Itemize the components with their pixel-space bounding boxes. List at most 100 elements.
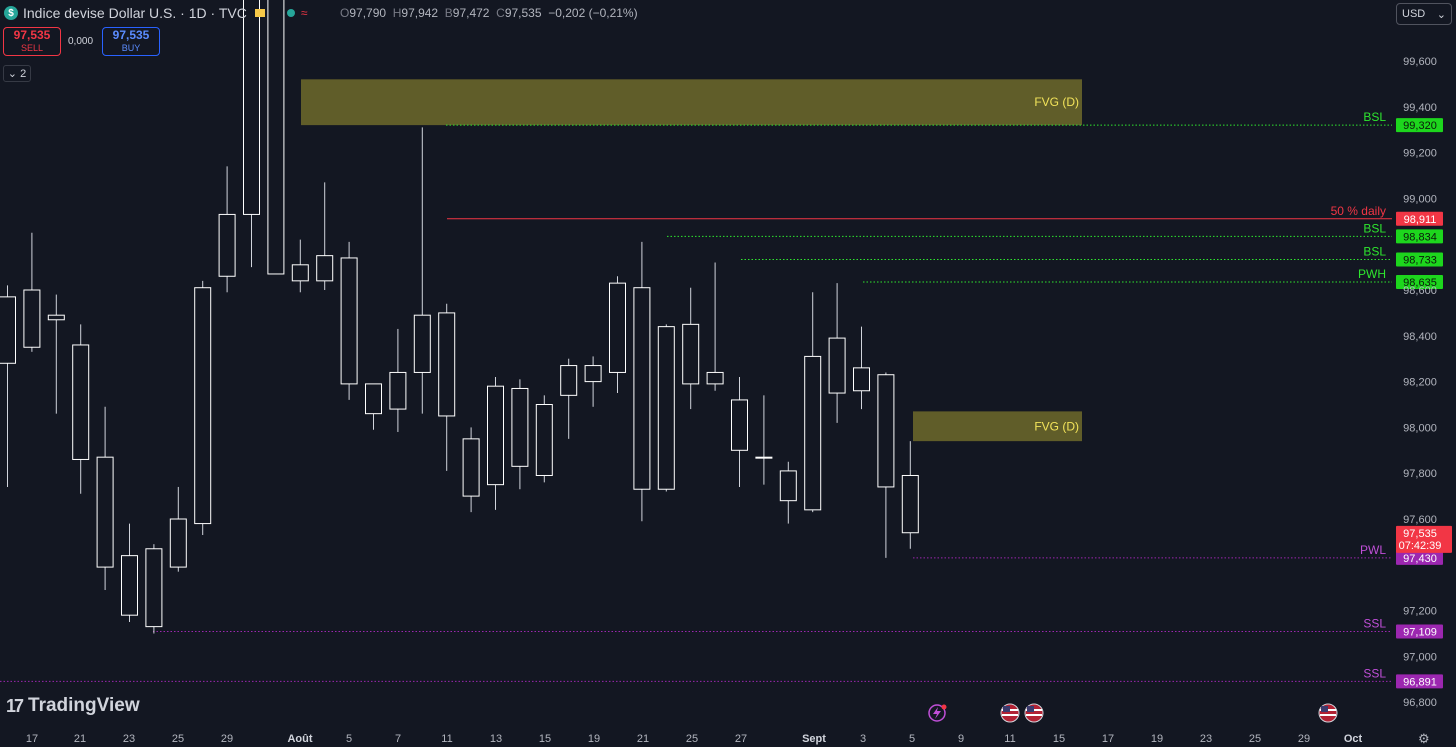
candle[interactable] — [389, 328, 407, 432]
candle[interactable] — [23, 232, 41, 352]
symbol-title[interactable]: Indice devise Dollar U.S. · 1D · TVC — [23, 5, 247, 21]
tradingview-mark-icon: 17 — [6, 695, 24, 716]
candle-body — [706, 371, 724, 385]
wave-icon[interactable]: ≈ — [300, 6, 308, 20]
candle[interactable] — [511, 379, 529, 490]
y-axis-tick: 97,800 — [1403, 468, 1437, 480]
candle[interactable] — [901, 441, 919, 549]
candle[interactable] — [633, 241, 651, 522]
symbol-header[interactable]: $ Indice devise Dollar U.S. · 1D · TVC ≈ — [4, 4, 307, 22]
candle[interactable] — [340, 241, 358, 400]
candle[interactable] — [413, 127, 431, 414]
candle[interactable] — [828, 283, 846, 423]
us-flag-event-icon[interactable] — [1024, 703, 1044, 723]
y-axis-tick: 96,800 — [1403, 697, 1437, 709]
candle[interactable] — [487, 377, 504, 510]
y-axis-tick: 97,600 — [1403, 514, 1437, 526]
fvg-zone[interactable] — [913, 411, 1082, 442]
level-label: BSL — [1363, 245, 1386, 259]
candle[interactable] — [365, 383, 382, 430]
y-axis-tick: 98,000 — [1403, 422, 1437, 434]
candle[interactable] — [755, 395, 773, 485]
price-tag — [1396, 550, 1443, 565]
x-axis-tick: 3 — [860, 733, 866, 745]
fvg-zone-label: FVG (D) — [1034, 419, 1079, 433]
candle[interactable] — [267, 0, 285, 275]
candle[interactable] — [609, 276, 626, 394]
candle[interactable] — [560, 358, 578, 439]
candle[interactable] — [72, 324, 90, 494]
currency-value: USD — [1402, 8, 1426, 20]
candle[interactable] — [121, 523, 138, 623]
x-axis-tick: 11 — [1004, 733, 1015, 745]
sell-price: 97,535 — [13, 28, 51, 42]
y-axis-tick: 98,200 — [1403, 377, 1437, 389]
y-axis-tick: 99,600 — [1403, 56, 1437, 68]
x-axis-tick: 23 — [1200, 733, 1212, 745]
candle[interactable] — [535, 395, 553, 483]
candle[interactable] — [804, 292, 822, 513]
candle[interactable] — [462, 427, 480, 513]
level-label: PWL — [1360, 543, 1386, 557]
y-axis-tick: 97,200 — [1403, 606, 1437, 618]
candle-body — [72, 344, 90, 460]
level-label: BSL — [1363, 110, 1386, 124]
dollar-logo-icon: $ — [4, 6, 18, 20]
sell-label: SELL — [20, 43, 44, 53]
candle[interactable] — [657, 324, 675, 492]
gear-icon[interactable]: ⚙ — [1418, 731, 1430, 746]
candle[interactable] — [682, 287, 700, 410]
candle[interactable] — [706, 262, 724, 391]
candle[interactable] — [47, 294, 65, 414]
us-flag-event-icon[interactable] — [1318, 703, 1338, 723]
fvg-zone[interactable] — [301, 79, 1082, 126]
candle[interactable] — [169, 486, 187, 572]
x-axis-tick: 9 — [958, 733, 964, 745]
candle[interactable] — [194, 280, 212, 536]
x-axis-tick: 23 — [123, 733, 135, 745]
candle-body — [389, 371, 407, 410]
level-label: SSL — [1363, 666, 1386, 680]
candle[interactable] — [0, 285, 16, 487]
indicators-toggle[interactable]: ⌄ 2 — [3, 65, 31, 82]
candle[interactable] — [853, 326, 870, 410]
price-tag-value: 97,430 — [1403, 553, 1437, 565]
buy-button[interactable]: 97,535 BUY — [102, 27, 160, 56]
fvg-zone-label: FVG (D) — [1034, 95, 1079, 109]
price-tag-value: 98,635 — [1403, 277, 1437, 289]
us-flag-event-icon[interactable] — [1000, 703, 1020, 723]
candle[interactable] — [438, 303, 456, 471]
x-axis-tick: 25 — [686, 733, 698, 745]
candle[interactable] — [96, 406, 114, 590]
y-axis-tick: 99,200 — [1403, 148, 1437, 160]
candle[interactable] — [584, 356, 602, 407]
candle[interactable] — [877, 372, 895, 558]
x-axis-tick: 21 — [74, 733, 86, 745]
sell-button[interactable]: 97,535 SELL — [3, 27, 61, 56]
x-axis-tick: 15 — [1053, 733, 1065, 745]
market-status-icon[interactable] — [286, 9, 295, 17]
candle[interactable] — [291, 239, 309, 293]
candle[interactable] — [316, 182, 334, 290]
candle-body — [779, 470, 797, 502]
flash-event-icon[interactable] — [928, 704, 947, 722]
candle-body — [731, 399, 748, 451]
candle-body — [243, 0, 260, 215]
tradingview-logo[interactable]: 17 TradingView — [6, 695, 140, 717]
candle-body — [657, 326, 675, 490]
candle[interactable] — [145, 544, 163, 634]
x-axis-tick: 25 — [172, 733, 184, 745]
change-value: −0,202 (−0,21%) — [548, 6, 638, 20]
flag-icon[interactable] — [254, 9, 265, 17]
y-axis-tick: 98,400 — [1403, 331, 1437, 343]
candle[interactable] — [218, 166, 236, 293]
candle-body — [23, 289, 41, 348]
candle[interactable] — [243, 0, 260, 268]
candle[interactable] — [779, 461, 797, 524]
x-axis-tick: 21 — [637, 733, 649, 745]
price-tag — [1396, 274, 1443, 289]
x-axis-tick: 17 — [26, 733, 38, 745]
candle[interactable] — [731, 377, 748, 487]
currency-select[interactable]: USD ⌄ — [1396, 3, 1452, 25]
